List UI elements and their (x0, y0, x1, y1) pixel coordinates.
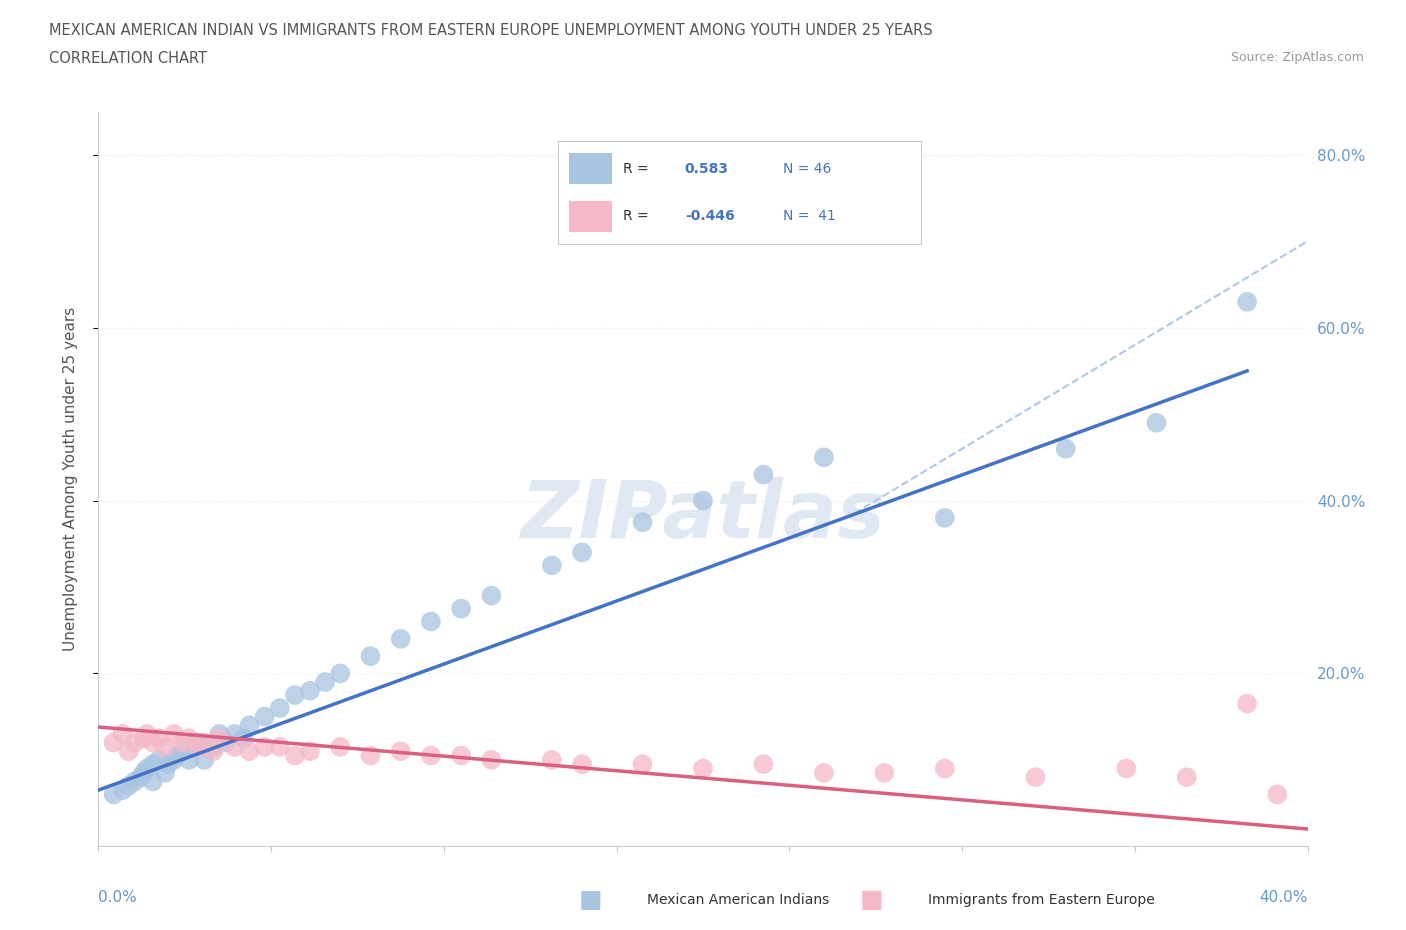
Point (389, 631, 412, 646)
Point (166, 748, 188, 763)
Text: Mexican American Indians: Mexican American Indians (647, 893, 830, 908)
Point (1054, 441, 1077, 456)
Point (1144, 416, 1167, 431)
Point (153, 739, 176, 754)
Point (124, 735, 146, 750)
Point (179, 752, 201, 767)
Point (1115, 761, 1137, 776)
Point (571, 757, 593, 772)
Point (692, 493, 714, 508)
Point (111, 783, 134, 798)
Point (193, 752, 215, 767)
Point (540, 752, 562, 767)
Point (224, 739, 246, 754)
Point (253, 739, 276, 754)
Point (163, 726, 186, 741)
Point (1236, 294, 1258, 309)
Point (752, 467, 775, 482)
Point (481, 588, 503, 603)
Point (129, 770, 152, 785)
Point (187, 735, 209, 750)
Text: Source: ZipAtlas.com: Source: ZipAtlas.com (1230, 51, 1364, 64)
Point (329, 666, 352, 681)
Point (239, 744, 262, 759)
Point (299, 744, 322, 759)
Point (450, 601, 472, 616)
Text: ZIPatlas: ZIPatlas (520, 477, 886, 554)
Point (1267, 787, 1289, 802)
Point (132, 765, 155, 780)
Point (389, 744, 412, 759)
Point (172, 735, 194, 750)
Text: ■: ■ (579, 888, 602, 912)
Point (314, 674, 336, 689)
Point (103, 735, 125, 750)
Point (232, 731, 254, 746)
Point (631, 757, 654, 772)
Point (420, 748, 443, 763)
Point (631, 514, 654, 529)
Point (153, 765, 176, 780)
Point (813, 450, 835, 465)
Point (934, 761, 956, 776)
Point (202, 739, 225, 754)
Point (103, 787, 125, 802)
Point (187, 739, 209, 754)
Point (284, 687, 307, 702)
Point (208, 731, 231, 746)
Point (135, 726, 157, 741)
Point (163, 752, 186, 767)
Y-axis label: Unemployment Among Youth under 25 years: Unemployment Among Youth under 25 years (63, 307, 77, 651)
Point (132, 731, 155, 746)
Point (224, 726, 246, 741)
Point (934, 511, 956, 525)
Point (111, 726, 134, 741)
Text: ■: ■ (860, 888, 883, 912)
Point (179, 731, 201, 746)
Point (1175, 770, 1198, 785)
Point (360, 649, 382, 664)
Point (172, 744, 194, 759)
Point (692, 761, 714, 776)
Point (873, 765, 896, 780)
Point (142, 735, 165, 750)
Point (450, 748, 472, 763)
Point (142, 757, 165, 772)
Point (481, 752, 503, 767)
Point (752, 757, 775, 772)
Point (420, 614, 443, 629)
Point (118, 778, 141, 793)
Point (329, 739, 352, 754)
Point (118, 744, 141, 759)
Point (135, 761, 157, 776)
Point (1024, 770, 1046, 785)
Point (142, 774, 165, 789)
Point (124, 774, 146, 789)
Point (284, 748, 307, 763)
Point (269, 700, 291, 715)
Point (1236, 697, 1258, 711)
Point (148, 731, 170, 746)
Point (148, 752, 170, 767)
Point (299, 684, 322, 698)
Point (214, 735, 236, 750)
Point (202, 744, 225, 759)
Point (208, 726, 231, 741)
Point (540, 558, 562, 573)
Point (193, 735, 215, 750)
Text: 40.0%: 40.0% (1260, 890, 1308, 906)
Point (571, 545, 593, 560)
Text: Immigrants from Eastern Europe: Immigrants from Eastern Europe (928, 893, 1154, 908)
Text: 0.0%: 0.0% (98, 890, 138, 906)
Point (253, 710, 276, 724)
Point (360, 748, 382, 763)
Text: MEXICAN AMERICAN INDIAN VS IMMIGRANTS FROM EASTERN EUROPE UNEMPLOYMENT AMONG YOU: MEXICAN AMERICAN INDIAN VS IMMIGRANTS FR… (49, 23, 932, 38)
Point (156, 757, 179, 772)
Point (813, 765, 835, 780)
Point (269, 739, 291, 754)
Text: CORRELATION CHART: CORRELATION CHART (49, 51, 207, 66)
Point (239, 718, 262, 733)
Point (184, 739, 207, 754)
